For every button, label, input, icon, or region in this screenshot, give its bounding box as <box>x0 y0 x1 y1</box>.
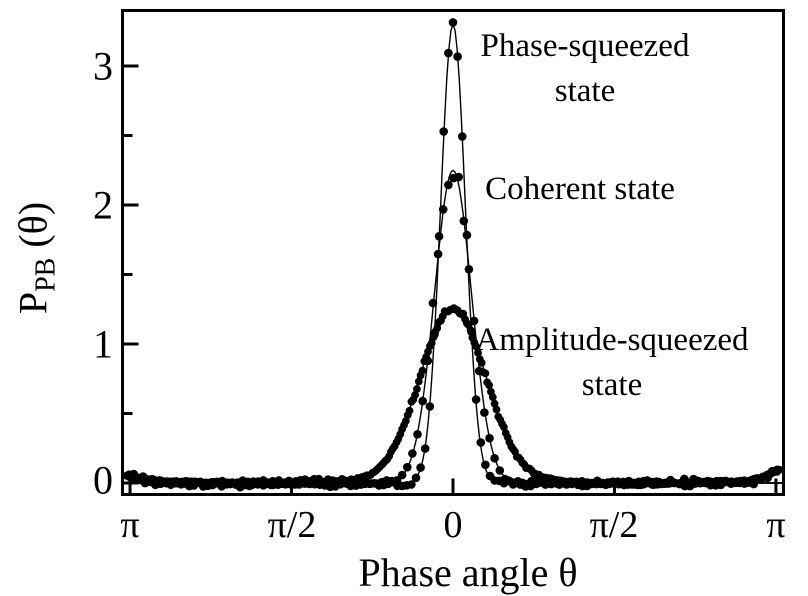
y-tick-label-1: 1 <box>93 321 113 367</box>
y-tick-label-3: 3 <box>93 43 113 89</box>
annotation-coherent-line1: Coherent state <box>485 171 675 207</box>
annotation-phase-squeezed: Phase-squeezed state <box>435 24 735 114</box>
annotation-amplitude-squeezed-line1: Amplitude-squeezed <box>475 322 749 358</box>
x-tick-label-neg-pi-half: π/2 <box>267 504 317 546</box>
y-axis-title-theta: (θ) <box>10 201 56 258</box>
y-axis-title-main: P <box>10 291 56 315</box>
x-tick-label-pi: π <box>766 504 786 546</box>
y-axis-title-subscript: PB <box>30 257 62 292</box>
annotation-phase-squeezed-line1: Phase-squeezed <box>480 28 690 64</box>
x-tick-label-pi-half: π/2 <box>589 504 639 546</box>
x-tick-label-zero: 0 <box>443 504 463 546</box>
annotation-coherent: Coherent state <box>430 167 730 212</box>
y-tick-label-0: 0 <box>93 457 113 503</box>
x-axis-title: Phase angle θ <box>358 550 578 595</box>
y-axis-title: PPB (θ) <box>10 202 63 314</box>
x-tick-label-neg-pi: π <box>120 504 140 546</box>
annotation-phase-squeezed-line2: state <box>554 73 616 109</box>
annotation-amplitude-squeezed: Amplitude-squeezed state <box>442 318 782 408</box>
y-tick-label-2: 2 <box>93 182 113 228</box>
annotation-amplitude-squeezed-line2: state <box>581 367 643 403</box>
